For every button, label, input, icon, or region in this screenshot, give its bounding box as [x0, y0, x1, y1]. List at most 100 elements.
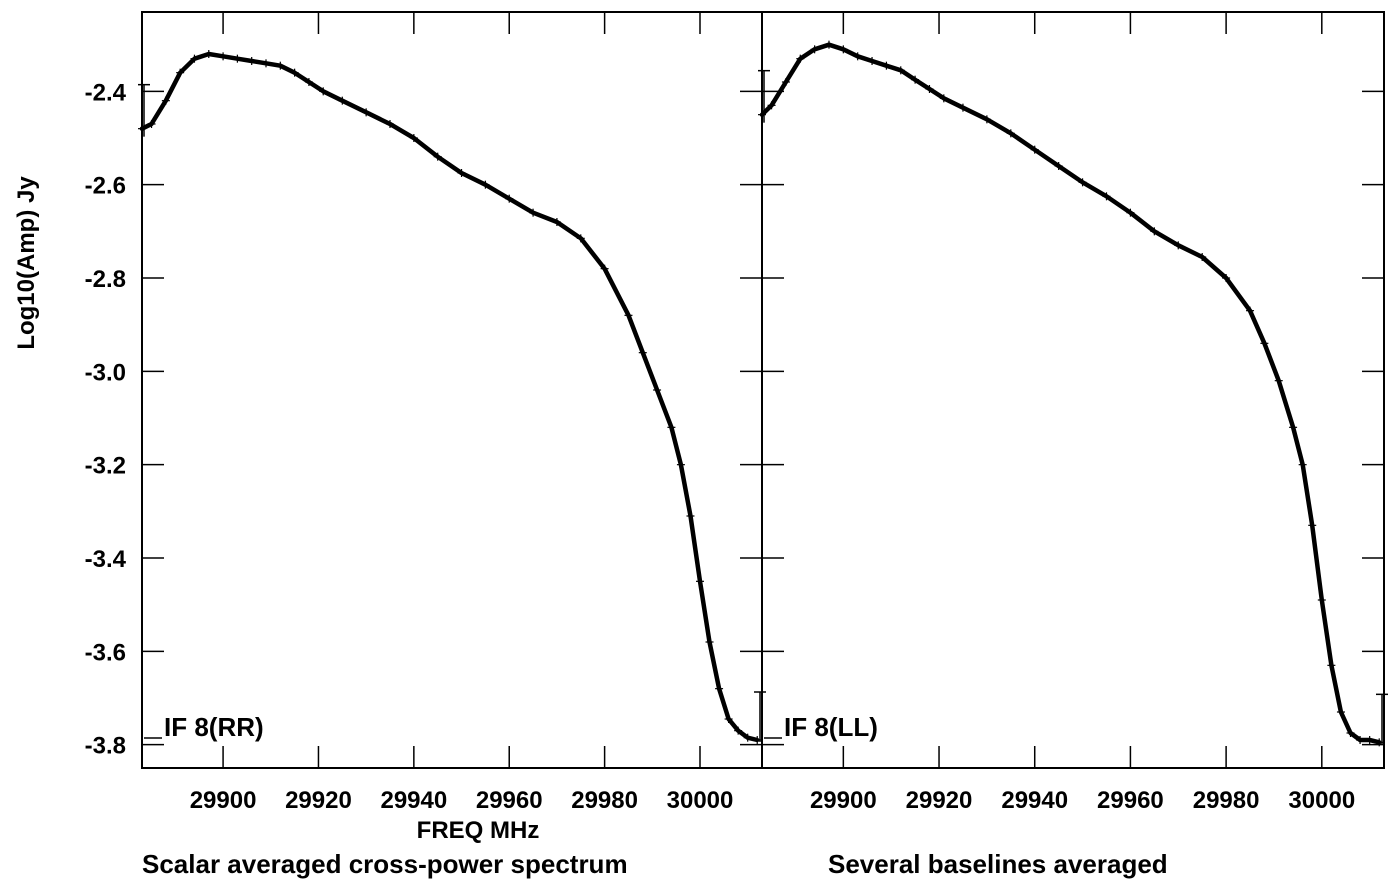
- data-point: [1298, 460, 1307, 469]
- data-point: [204, 50, 213, 58]
- x-tick-label: 29900: [810, 787, 877, 814]
- data-point: [147, 120, 156, 128]
- data-point: [1030, 145, 1039, 154]
- data-point: [939, 94, 948, 103]
- data-point: [724, 715, 733, 723]
- data-point: [882, 61, 891, 70]
- spectrum-curve: [759, 42, 1382, 745]
- x-tick-label: 29940: [380, 787, 447, 814]
- data-point: [958, 103, 967, 112]
- data-point: [1317, 596, 1326, 604]
- data-point: [853, 52, 862, 61]
- x-tick-label: 29980: [1193, 787, 1260, 814]
- caption-left: Scalar averaged cross-power spectrum: [142, 849, 628, 879]
- data-point: [290, 68, 299, 77]
- data-point: [686, 512, 695, 520]
- data-point: [1126, 208, 1135, 217]
- x-axis-title: FREQ MHz: [417, 817, 540, 844]
- data-point: [1356, 736, 1365, 744]
- data-point: [176, 68, 185, 77]
- data-point: [624, 311, 633, 320]
- data-point: [529, 208, 538, 217]
- data-point: [362, 108, 371, 117]
- y-tick-label: -3.4: [85, 546, 127, 573]
- data-point: [1102, 192, 1111, 201]
- data-point: [1006, 129, 1015, 138]
- y-axis-title: Log10(Amp) Jy: [13, 176, 40, 350]
- data-point: [481, 180, 490, 189]
- data-point: [304, 78, 313, 86]
- data-point: [767, 101, 776, 110]
- data-point: [219, 52, 228, 61]
- data-point: [247, 57, 256, 65]
- data-point: [1078, 178, 1087, 187]
- panel-label: IF 8(LL): [784, 712, 878, 742]
- data-point: [667, 423, 676, 432]
- data-point: [734, 726, 743, 735]
- data-point: [676, 460, 685, 469]
- data-point: [743, 733, 752, 742]
- data-point: [190, 54, 199, 63]
- data-point: [505, 194, 514, 203]
- data-point: [576, 234, 585, 243]
- x-tick-label: 29960: [1097, 787, 1164, 814]
- data-point: [925, 85, 934, 93]
- data-point: [1246, 306, 1255, 315]
- data-point: [653, 386, 662, 394]
- data-point: [705, 638, 714, 646]
- y-tick-label: -3.2: [85, 453, 126, 480]
- data-point: [839, 45, 848, 54]
- x-tick-label: 29920: [906, 787, 973, 814]
- data-point: [1222, 274, 1231, 282]
- x-tick-label: 30000: [1288, 787, 1355, 814]
- data-point: [409, 134, 418, 142]
- data-point: [233, 54, 242, 63]
- x-tick-label: 30000: [667, 787, 734, 814]
- data-point: [262, 59, 270, 68]
- data-point: [433, 152, 442, 161]
- y-tick-label: -3.0: [85, 359, 126, 386]
- spectrum-curve: [139, 51, 760, 743]
- x-tick-label: 29940: [1001, 787, 1068, 814]
- data-point: [715, 684, 724, 693]
- data-point: [338, 96, 347, 105]
- data-point: [1260, 339, 1269, 348]
- data-point: [1327, 661, 1336, 670]
- y-tick-label: -3.6: [85, 639, 126, 666]
- data-point: [1336, 708, 1345, 716]
- data-point: [552, 218, 561, 226]
- y-axis: -2.4 -2.6 -2.8 -3.0 -3.2 -3.4 -3.6 -3.8: [85, 79, 127, 759]
- data-point: [781, 78, 790, 86]
- data-point: [638, 348, 647, 357]
- data-point: [600, 264, 609, 273]
- panel-ll: 29900 29920 29940 29960 29980 30000 IF 8(LL): [758, 11, 1388, 814]
- data-point: [1289, 423, 1298, 432]
- x-tick-label: 29960: [476, 787, 543, 814]
- data-point: [457, 169, 466, 177]
- x-tick-label: 29900: [190, 787, 257, 814]
- data-point: [982, 115, 991, 124]
- data-point: [319, 87, 328, 96]
- data-point: [1365, 736, 1374, 744]
- data-point: [386, 120, 394, 128]
- caption-right: Several baselines averaged: [828, 849, 1168, 879]
- data-point: [868, 57, 877, 65]
- x-tick-label: 29920: [285, 787, 352, 814]
- data-point: [896, 66, 905, 75]
- data-point: [824, 40, 833, 49]
- data-point: [276, 61, 285, 70]
- y-tick-label: -3.8: [85, 733, 126, 760]
- data-point: [810, 45, 819, 54]
- y-tick-label: -2.4: [85, 79, 127, 106]
- data-point: [911, 75, 920, 84]
- y-tick-label: -2.8: [85, 266, 126, 293]
- y-tick-label: -2.6: [85, 173, 126, 200]
- data-point: [1308, 521, 1317, 530]
- data-point: [161, 96, 170, 105]
- data-point: [1274, 376, 1283, 385]
- x-tick-label: 29980: [571, 787, 638, 814]
- data-point: [1150, 227, 1159, 236]
- data-point: [1346, 729, 1355, 737]
- data-point: [696, 577, 704, 586]
